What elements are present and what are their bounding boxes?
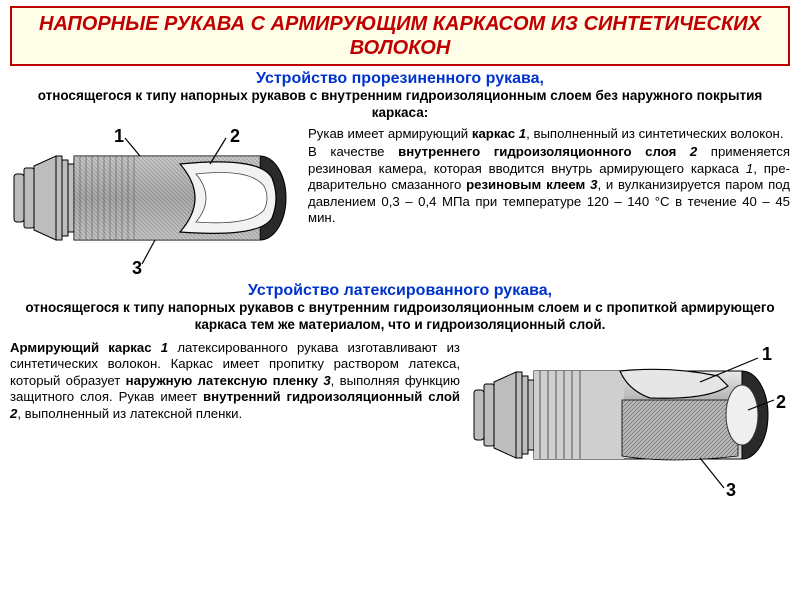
section1-text: Рукав имеет армирующий каркас 1, выполне… <box>308 126 790 229</box>
callout-2b: 2 <box>776 392 786 412</box>
txt: , выполненный из латексной пленки. <box>17 406 242 421</box>
txt: каркас <box>472 126 519 141</box>
section2-subdesc: относящегося к типу напорных рукавов с в… <box>10 300 790 334</box>
hose-illustration-1: 1 2 3 <box>10 126 300 276</box>
txt: внутренний гидроизоляционный слой <box>203 389 460 404</box>
callout-3: 3 <box>132 258 142 276</box>
section1-heading: Устройство прорезиненного рукава, <box>0 70 800 88</box>
callout-3b: 3 <box>726 480 736 500</box>
section1-subdesc: относящегося к типу напорных рукавов с в… <box>12 88 788 122</box>
section2-heading: Устройство латексированного рукава, <box>0 282 800 300</box>
title-container: НАПОРНЫЕ РУКАВА С АРМИРУЮЩИМ КАРКАСОМ ИЗ… <box>10 6 790 66</box>
callout-1b: 1 <box>762 344 772 364</box>
section2-text: Армирующий каркас 1 латексированного рук… <box>10 340 460 425</box>
section1-body: 1 2 3 Рукав имеет армирующий каркас 1, в… <box>0 126 800 276</box>
txt: Рукав имеет армирующий <box>308 126 472 141</box>
txt: резиновым клеем <box>466 177 590 192</box>
txt: 1 <box>161 340 168 355</box>
callout-2: 2 <box>230 126 240 146</box>
txt: , выполненный из синтетических волокон. <box>526 126 783 141</box>
txt: внутреннего гидроизоляцион­ного слоя <box>398 144 690 159</box>
txt: наружную латексную пленку <box>126 373 324 388</box>
callout-1: 1 <box>114 126 124 146</box>
txt: Армирующий каркас <box>10 340 161 355</box>
hose-illustration-2: 1 2 3 <box>470 340 790 500</box>
txt: 3 <box>323 373 330 388</box>
txt: В качестве <box>308 144 398 159</box>
main-title: НАПОРНЫЕ РУКАВА С АРМИРУЮЩИМ КАРКАСОМ ИЗ… <box>20 12 780 60</box>
section2-body: Армирующий каркас 1 латексированного рук… <box>0 340 800 500</box>
